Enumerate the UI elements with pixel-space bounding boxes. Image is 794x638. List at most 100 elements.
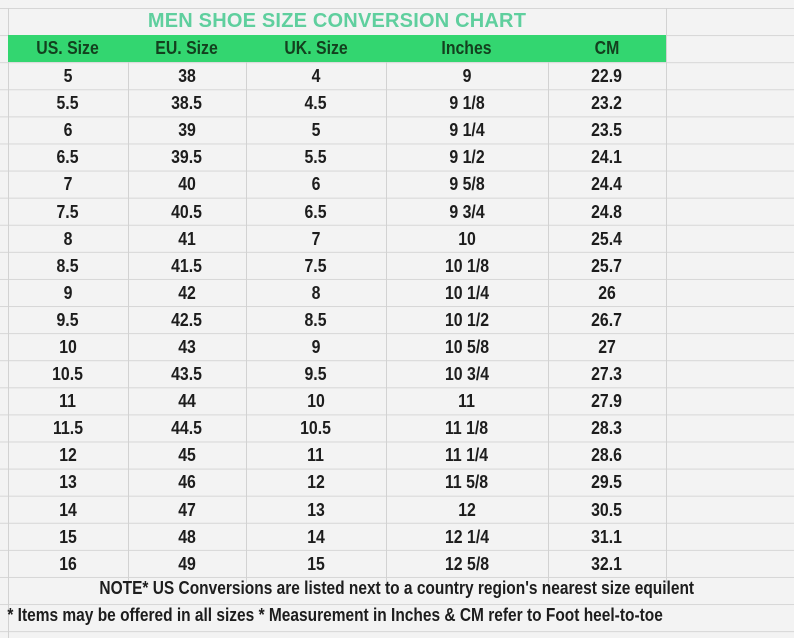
table-cell: 14 xyxy=(246,524,386,551)
cell-value: 9.5 xyxy=(56,309,80,330)
table-header: US. Size EU. Size UK. Size Inches CM xyxy=(8,35,666,62)
cell-value: 44.5 xyxy=(171,418,203,439)
cell-value: 25.4 xyxy=(591,228,623,249)
table-row: 11 44 10 11 27.9 xyxy=(8,388,666,415)
table-cell: 26.7 xyxy=(548,307,666,334)
table-row: 15 48 14 12 1/4 31.1 xyxy=(8,524,666,551)
cell-value: 6 xyxy=(63,120,73,141)
table-row: 10.5 43.5 9.5 10 3/4 27.3 xyxy=(8,361,666,388)
table-cell: 9.5 xyxy=(8,307,128,334)
column-header-label: US. Size xyxy=(36,38,100,58)
table-cell: 9 xyxy=(246,334,386,361)
table-cell: 4 xyxy=(246,63,386,90)
table-cell: 10 xyxy=(8,334,128,361)
cell-value: 23.5 xyxy=(591,120,623,141)
column-header-label: CM xyxy=(594,38,620,58)
table-cell: 12 5/8 xyxy=(386,551,548,578)
table-cell: 24.8 xyxy=(548,198,666,225)
cell-value: 12 5/8 xyxy=(444,553,490,574)
table-cell: 11 1/8 xyxy=(386,415,548,442)
cell-value: 8.5 xyxy=(304,309,328,330)
column-header-label: UK. Size xyxy=(284,38,348,58)
cell-value: 9 1/2 xyxy=(449,147,485,168)
cell-value: 42 xyxy=(178,282,196,303)
cell-value: 4.5 xyxy=(304,93,328,114)
table-cell: 46 xyxy=(128,469,246,496)
cell-value: 14 xyxy=(307,526,325,547)
cell-value: 10.5 xyxy=(300,418,332,439)
table-cell: 10 3/4 xyxy=(386,361,548,388)
table-row: 10 43 9 10 5/8 27 xyxy=(8,334,666,361)
table-cell: 29.5 xyxy=(548,469,666,496)
cell-value: 40 xyxy=(178,174,196,195)
table-cell: 24.1 xyxy=(548,144,666,171)
table-row: 16 49 15 12 5/8 32.1 xyxy=(8,551,666,578)
cell-value: 12 xyxy=(307,472,325,493)
cell-value: 45 xyxy=(178,445,196,466)
grid-line xyxy=(8,8,9,638)
cell-value: 49 xyxy=(178,553,196,574)
column-header: US. Size xyxy=(8,35,128,62)
table-row: 11.5 44.5 10.5 11 1/8 28.3 xyxy=(8,415,666,442)
cell-value: 12 1/4 xyxy=(444,526,490,547)
table-cell: 10 1/2 xyxy=(386,307,548,334)
cell-value: 7.5 xyxy=(56,201,80,222)
cell-value: 6.5 xyxy=(304,201,328,222)
table-cell: 6 xyxy=(8,117,128,144)
table-row: 5.5 38.5 4.5 9 1/8 23.2 xyxy=(8,90,666,117)
table-cell: 5.5 xyxy=(246,144,386,171)
table-cell: 12 xyxy=(386,497,548,524)
table-cell: 13 xyxy=(246,497,386,524)
table-cell: 10 1/4 xyxy=(386,280,548,307)
table-cell: 28.6 xyxy=(548,442,666,469)
cell-value: 7 xyxy=(311,228,321,249)
note-line-2: * Items may be offered in all sizes * Me… xyxy=(0,605,748,626)
table-row: 6.5 39.5 5.5 9 1/2 24.1 xyxy=(8,144,666,171)
table-cell: 14 xyxy=(8,497,128,524)
cell-value: 9 xyxy=(462,66,472,87)
cell-value: 27.9 xyxy=(591,391,623,412)
cell-value: 11 5/8 xyxy=(445,472,489,493)
cell-value: 30.5 xyxy=(591,499,623,520)
cell-value: 13 xyxy=(307,499,325,520)
cell-value: 42.5 xyxy=(171,309,203,330)
table-cell: 6.5 xyxy=(8,144,128,171)
cell-value: 39.5 xyxy=(171,147,203,168)
table-cell: 7.5 xyxy=(8,198,128,225)
table-row: 7.5 40.5 6.5 9 3/4 24.8 xyxy=(8,198,666,225)
cell-value: 43 xyxy=(178,336,196,357)
cell-value: 5 xyxy=(311,120,321,141)
cell-value: 27.3 xyxy=(591,364,623,385)
table-cell: 10 xyxy=(386,226,548,253)
grid-line xyxy=(386,35,387,583)
table-cell: 10 5/8 xyxy=(386,334,548,361)
cell-value: 31.1 xyxy=(591,526,623,547)
cell-value: 6 xyxy=(311,174,321,195)
cell-value: 22.9 xyxy=(591,66,623,87)
table-cell: 13 xyxy=(8,469,128,496)
cell-value: 5.5 xyxy=(56,93,80,114)
cell-value: 15 xyxy=(307,553,325,574)
table-cell: 47 xyxy=(128,497,246,524)
cell-value: 13 xyxy=(59,472,77,493)
cell-value: 48 xyxy=(178,526,196,547)
table-cell: 41.5 xyxy=(128,253,246,280)
table-row: 7 40 6 9 5/8 24.4 xyxy=(8,171,666,198)
cell-value: 8.5 xyxy=(56,255,80,276)
column-header: CM xyxy=(548,35,666,62)
cell-value: 38 xyxy=(178,66,196,87)
table-row: 5 38 4 9 22.9 xyxy=(8,63,666,90)
table-cell: 49 xyxy=(128,551,246,578)
chart-title: MEN SHOE SIZE CONVERSION CHART xyxy=(147,10,527,32)
table-cell: 7 xyxy=(246,226,386,253)
table-row: 12 45 11 11 1/4 28.6 xyxy=(8,442,666,469)
table-cell: 27 xyxy=(548,334,666,361)
table-cell: 8.5 xyxy=(8,253,128,280)
table-cell: 9.5 xyxy=(246,361,386,388)
table-row: 6 39 5 9 1/4 23.5 xyxy=(8,117,666,144)
cell-value: 41 xyxy=(178,228,196,249)
cell-value: 41.5 xyxy=(171,255,203,276)
table-cell: 9 5/8 xyxy=(386,171,548,198)
cell-value: 10 5/8 xyxy=(444,336,490,357)
